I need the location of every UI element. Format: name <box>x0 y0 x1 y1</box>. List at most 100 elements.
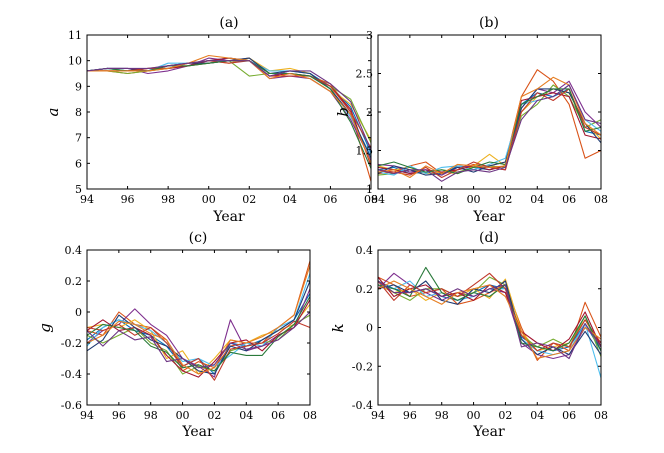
panel-a-x-tick-label: 98 <box>161 193 175 206</box>
panel-c-series-line <box>86 296 311 372</box>
panel-b-y-tick-label: 3 <box>366 29 373 42</box>
panel-a-x-tick-label: 02 <box>242 193 256 206</box>
panel-d-x-tick-label: 08 <box>594 409 608 422</box>
panel-c-y-tick-label: -0.4 <box>61 368 82 381</box>
panel-c-x-tick-label: 96 <box>112 409 126 422</box>
panel-b-x-tick-label: 98 <box>435 193 449 206</box>
panel-d-y-tick-label: -0.4 <box>352 399 373 412</box>
panel-a-series-line <box>86 60 372 151</box>
panel-a-series-line <box>87 60 372 149</box>
panel-a-y-ticks: 5 6 7 8 9 10 11 <box>68 29 371 196</box>
panel-a-y-label: a <box>44 108 62 117</box>
panel-b-series-line <box>377 84 602 182</box>
panel-d-series-line <box>377 276 602 352</box>
panel-d-y-ticks: -0.4 -0.2 0 0.2 0.4 <box>352 244 601 412</box>
panel-b-series-line <box>377 88 602 176</box>
panel-c-axes-frame <box>86 249 311 406</box>
panel-c-title: (c) <box>189 230 208 246</box>
panel-b-x-tick-label: 96 <box>403 193 417 206</box>
panel-a-series-line <box>86 60 372 156</box>
panel-c-x-tick-label: 08 <box>303 409 317 422</box>
panel-b-x-tick-label: 02 <box>498 193 512 206</box>
panel-b-x-label: Year <box>472 209 505 225</box>
panel-d-y-label: k <box>329 323 347 332</box>
panel-b-y-ticks: 1 1.5 2 2.5 3 <box>356 29 601 196</box>
panel-d-y-tick-label: 0.4 <box>356 244 374 257</box>
panel-a-x-tick-label: 96 <box>121 193 135 206</box>
panel-c-series-line <box>86 299 311 378</box>
panel-d-x-tick-label: 00 <box>467 409 481 422</box>
panel-d-series-line <box>377 280 602 379</box>
panel-d-series-line <box>377 276 602 357</box>
panel-a-series-line <box>86 57 372 154</box>
panel-b-y-tick-label: 2.5 <box>356 68 374 81</box>
panel-b-x-tick-label: 04 <box>530 193 544 206</box>
panel-d-y-tick-label: 0.2 <box>356 283 374 296</box>
panel-a-series-line <box>87 54 372 164</box>
panel-c-x-tick-label: 98 <box>144 409 158 422</box>
panel-d-x-tick-label: 98 <box>435 409 449 422</box>
panel-a-series-line <box>87 57 372 182</box>
panel-b-series-line <box>377 69 602 175</box>
panel-d: (d) 94 96 98 00 02 04 06 08 -0.4 -0.2 0 0.2 0.4 Yea… <box>329 230 608 440</box>
panel-b-y-tick-label: 1.5 <box>356 145 374 158</box>
panel-d-y-tick-label: -0.2 <box>352 360 373 373</box>
panel-b-y-label: b <box>334 107 352 117</box>
panel-c-y-tick-label: 0.2 <box>65 275 83 288</box>
panel-a-y-tick-label: 7 <box>75 132 82 145</box>
panel-c-x-tick-label: 02 <box>207 409 221 422</box>
panel-c: (c) 94 96 98 00 02 04 06 08 -0.6 -0.4 -0.2 0 0.2 0.4… <box>36 230 317 440</box>
panel-c-series-line <box>86 288 311 378</box>
panel-d-y-tick-label: 0 <box>366 322 373 335</box>
panel-a-y-tick-label: 10 <box>68 55 82 68</box>
panel-c-x-tick-label: 06 <box>271 409 285 422</box>
panel-b-x-tick-label: 08 <box>594 193 608 206</box>
panel-d-x-tick-label: 96 <box>403 409 417 422</box>
panel-d-x-tick-label: 02 <box>498 409 512 422</box>
panel-a-series-line <box>86 60 372 169</box>
panel-a-series <box>86 54 372 182</box>
panel-c-x-ticks: 94 96 98 00 02 04 06 08 <box>80 250 317 422</box>
panel-c-y-label: g <box>36 323 54 333</box>
panel-c-y-tick-label: 0.4 <box>65 244 83 257</box>
panel-a-x-tick-label: 04 <box>283 193 297 206</box>
panel-d-title: (d) <box>479 230 499 246</box>
panel-d-x-label: Year <box>472 424 505 440</box>
panel-c-y-tick-label: 0 <box>75 306 82 319</box>
panel-c-x-tick-label: 04 <box>239 409 253 422</box>
panel-a-x-tick-label: 94 <box>80 193 94 206</box>
panel-a: (a) 94 96 98 00 02 04 06 08 5 6 7 8 9 10 11 Year a <box>44 15 378 225</box>
panel-c-y-ticks: -0.6 -0.4 -0.2 0 0.2 0.4 <box>61 244 310 412</box>
panel-a-x-ticks: 94 96 98 00 02 04 06 08 <box>80 35 378 206</box>
panel-a-y-tick-label: 9 <box>75 80 82 93</box>
panel-a-x-tick-label: 06 <box>323 193 337 206</box>
panel-c-x-tick-label: 94 <box>80 409 94 422</box>
panel-c-series-line <box>86 265 311 375</box>
panel-b-x-tick-label: 00 <box>467 193 481 206</box>
panel-b-title: (b) <box>479 15 499 31</box>
panel-a-title: (a) <box>219 15 238 31</box>
panel-a-x-label: Year <box>212 209 245 225</box>
panel-b-x-tick-label: 06 <box>562 193 576 206</box>
panel-b-y-tick-label: 2 <box>366 106 373 119</box>
panel-c-series <box>86 260 311 381</box>
panel-d-series <box>377 266 602 379</box>
panel-c-y-tick-label: -0.2 <box>61 337 82 350</box>
panel-c-y-tick-label: -0.6 <box>61 399 82 412</box>
panel-a-y-tick-label: 6 <box>75 157 82 170</box>
panel-a-x-tick-label: 00 <box>202 193 216 206</box>
panel-a-series-line <box>87 57 372 167</box>
panel-d-series-line <box>377 280 602 360</box>
panel-d-x-tick-label: 94 <box>371 409 385 422</box>
panel-b-series <box>377 69 602 182</box>
panel-b: (b) 94 96 98 00 02 04 06 08 1 1.5 2 2.5 3 Year b <box>334 15 608 225</box>
panel-b-y-tick-label: 1 <box>366 183 373 196</box>
panel-b-series-line <box>377 76 602 179</box>
panel-d-x-tick-label: 04 <box>530 409 544 422</box>
panel-c-series-line <box>86 311 311 369</box>
panel-c-x-label: Year <box>181 424 214 440</box>
panel-d-series-line <box>377 266 602 352</box>
panel-a-y-tick-label: 5 <box>75 183 82 196</box>
panel-c-series-line <box>86 280 311 375</box>
